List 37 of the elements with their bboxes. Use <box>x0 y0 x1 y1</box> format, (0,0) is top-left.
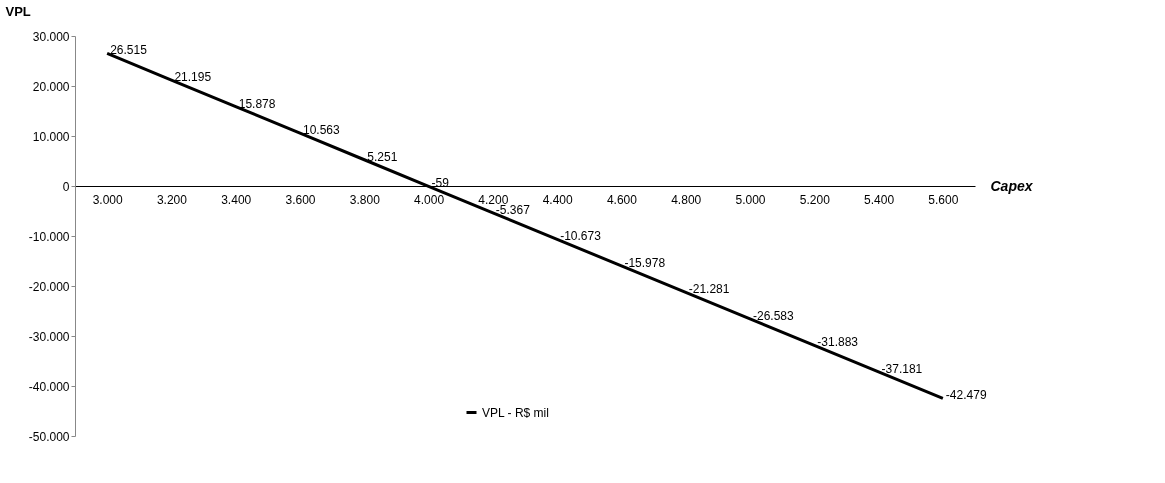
y-tick-label: -10.000 <box>28 229 70 244</box>
data-label: 26.515 <box>110 43 148 58</box>
x-tick-label: 5.200 <box>799 192 831 207</box>
x-tick-label: 5.600 <box>928 192 959 207</box>
x-tick-label: 3.400 <box>221 192 252 207</box>
data-label: -37.181 <box>881 361 923 376</box>
x-tick-label: 3.000 <box>92 192 123 207</box>
data-label: -10.673 <box>560 229 602 244</box>
x-tick-label: 3.200 <box>156 192 188 207</box>
x-tick-label: 5.000 <box>735 192 766 207</box>
x-tick-label: 4.400 <box>542 192 573 207</box>
data-label: -15.978 <box>624 255 666 270</box>
x-tick-label: 3.600 <box>285 192 316 207</box>
y-axis-title: VPL <box>5 3 31 19</box>
y-tick-label: 20.000 <box>32 79 70 94</box>
data-label: -42.479 <box>945 388 987 403</box>
x-tick-label: 4.800 <box>671 192 702 207</box>
x-tick-label: 4.000 <box>414 192 445 207</box>
x-tick-label: 4.600 <box>606 192 638 207</box>
y-tick-label: -20.000 <box>28 279 70 294</box>
y-tick-label: -50.000 <box>28 429 70 444</box>
data-label: -21.281 <box>688 282 730 297</box>
data-label: 15.878 <box>238 96 276 111</box>
y-tick-label: -40.000 <box>28 379 70 394</box>
data-label: 5.251 <box>367 149 398 164</box>
data-label: -31.883 <box>817 335 859 350</box>
x-tick-label: 5.400 <box>864 192 895 207</box>
y-tick-label: 10.000 <box>32 129 70 144</box>
y-tick-label: 30.000 <box>32 29 70 44</box>
x-axis-title: Capex <box>990 177 1034 194</box>
x-tick-label: 3.800 <box>349 192 381 207</box>
data-label: -26.583 <box>753 308 795 323</box>
data-label: 10.563 <box>303 123 341 138</box>
y-tick-label: 0 <box>62 179 70 194</box>
data-label: 21.195 <box>174 70 212 85</box>
legend-label: VPL - R$ mil <box>482 405 549 420</box>
y-tick-label: -30.000 <box>28 329 70 344</box>
